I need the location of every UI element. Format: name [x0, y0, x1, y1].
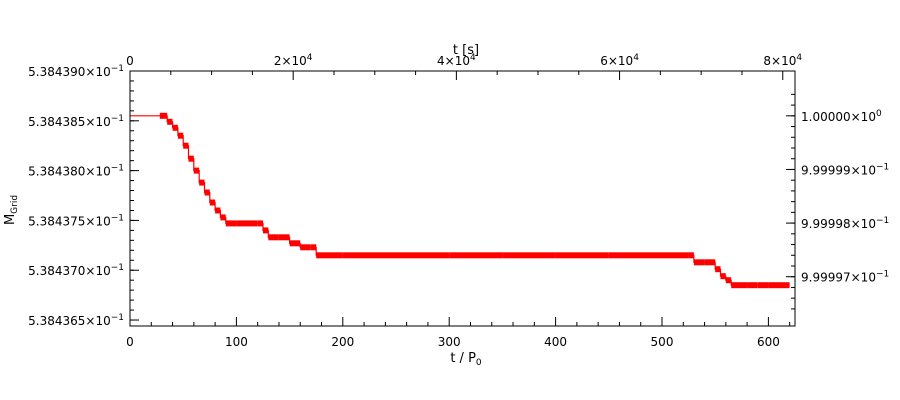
- bottom-tick-label: 0: [126, 335, 134, 349]
- bottom-tick-label: 500: [651, 335, 674, 349]
- axes: 0 100 200 300 400 500 600 0 2×104 4×104 6×104 8×104…: [28, 53, 889, 349]
- series-band: [188, 155, 194, 162]
- series-band: [757, 282, 769, 289]
- series-band: [300, 244, 311, 251]
- left-tick-label: 5.384365×10−1: [28, 313, 124, 328]
- series-band: [779, 282, 790, 289]
- bottom-axis-title: t / P0: [450, 351, 482, 368]
- series-band: [747, 282, 758, 289]
- series-band: [396, 252, 450, 259]
- left-tick-label: 5.384370×10−1: [28, 263, 124, 278]
- series-band: [220, 214, 226, 221]
- right-tick-label: 9.99998×10−1: [801, 216, 889, 231]
- bottom-axis-title-main: t / P: [450, 351, 476, 366]
- series-band: [715, 266, 721, 273]
- series-band: [502, 252, 556, 259]
- series-band: [172, 124, 178, 131]
- bottom-tick-label: 100: [225, 335, 248, 349]
- series-band: [225, 220, 237, 227]
- series-band: [555, 252, 609, 259]
- series-band: [316, 252, 343, 259]
- top-tick-label: 0: [126, 54, 134, 68]
- series-band: [608, 252, 662, 259]
- series-band: [662, 252, 689, 259]
- series-band: [289, 240, 301, 247]
- series-band: [263, 227, 269, 234]
- left-tick-label: 5.384385×10−1: [28, 114, 124, 129]
- plot-frame: [129, 70, 796, 327]
- series-band: [236, 220, 247, 227]
- series-band: [204, 189, 210, 196]
- series-band: [268, 234, 279, 241]
- series-band: [183, 142, 189, 149]
- right-tick-label: 1.00000×100: [801, 109, 882, 124]
- series-band: [257, 220, 263, 227]
- top-tick-label: 8×104: [763, 53, 802, 68]
- series-band: [209, 199, 216, 206]
- series-band: [159, 112, 168, 119]
- series-band: [215, 207, 221, 214]
- series-band: [449, 252, 503, 259]
- top-tick-label: 4×104: [437, 53, 476, 68]
- plot-area: [130, 112, 790, 289]
- series-band: [688, 252, 694, 259]
- series-band: [310, 244, 317, 251]
- series-band: [693, 259, 705, 266]
- left-tick-label: 5.384375×10−1: [28, 213, 124, 228]
- series-band: [704, 259, 716, 266]
- left-axis-title-sub: Grid: [10, 195, 20, 214]
- series-band: [279, 234, 290, 241]
- left-axis-title-main: M: [3, 214, 18, 225]
- series-band: [342, 252, 396, 259]
- series-band: [731, 282, 737, 289]
- bottom-tick-label: 600: [757, 335, 780, 349]
- series-band: [199, 179, 205, 186]
- series-band: [720, 273, 726, 280]
- series-band: [167, 118, 173, 125]
- top-tick-label: 6×104: [600, 53, 639, 68]
- left-tick-label: 5.384390×10−1: [28, 64, 124, 79]
- bottom-tick-label: 400: [544, 335, 567, 349]
- left-tick-label: 5.384380×10−1: [28, 164, 124, 179]
- series-line: [130, 115, 790, 286]
- series-band: [247, 220, 258, 227]
- series-band: [768, 282, 779, 289]
- series-band: [736, 282, 748, 289]
- bottom-axis-title-sub: 0: [476, 358, 482, 368]
- left-axis-title: MGrid: [3, 195, 20, 225]
- right-tick-label: 9.99999×10−1: [801, 162, 889, 177]
- series-band: [725, 277, 732, 284]
- bottom-tick-label: 300: [438, 335, 461, 349]
- top-axis-title: t [s]: [453, 43, 479, 58]
- bottom-tick-label: 200: [331, 335, 354, 349]
- right-tick-label: 9.99997×10−1: [801, 270, 889, 285]
- series-band: [177, 132, 184, 139]
- top-tick-label: 2×104: [274, 53, 313, 68]
- series-band: [193, 167, 200, 174]
